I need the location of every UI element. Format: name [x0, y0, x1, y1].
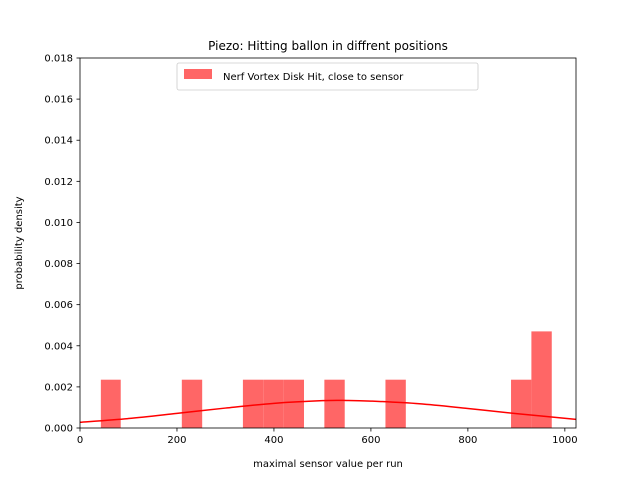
plot-frame — [79, 57, 577, 429]
histogram-bar-0 — [100, 379, 121, 428]
density-curve — [79, 399, 577, 423]
histogram-bar-4 — [283, 379, 304, 428]
x-tick-label: 200 — [167, 435, 186, 446]
legend-box — [176, 62, 479, 91]
histogram-bar-5 — [324, 379, 345, 428]
density-curve-layer — [79, 399, 577, 423]
y-tick-label: 0.000 — [44, 424, 73, 435]
histogram-bar-2 — [242, 379, 264, 428]
x-tick-label: 600 — [361, 435, 380, 446]
y-tick-label: 0.012 — [44, 177, 73, 188]
histogram-bars — [100, 331, 552, 428]
y-tick-label: 0.014 — [44, 136, 73, 147]
y-axis-label: probability density — [14, 196, 25, 289]
y-tick-label: 0.002 — [44, 382, 73, 393]
x-tick-label: 1000 — [552, 435, 577, 446]
y-tick-label: 0.008 — [44, 259, 73, 270]
y-axis-ticks: 0.000 0.002 0.004 0.006 0.008 0.010 0.012 0.014… — [44, 54, 80, 435]
x-tick-label: 0 — [77, 435, 83, 446]
x-tick-label: 400 — [264, 435, 283, 446]
histogram-bar-1 — [181, 379, 203, 428]
legend: Nerf Vortex Disk Hit, close to sensor — [176, 62, 479, 91]
x-axis-label: maximal sensor value per run — [253, 459, 403, 470]
x-tick-label: 800 — [458, 435, 477, 446]
legend-label: Nerf Vortex Disk Hit, close to sensor — [223, 72, 404, 83]
y-tick-label: 0.010 — [44, 218, 73, 229]
y-tick-label: 0.016 — [44, 95, 73, 106]
legend-swatch — [184, 69, 212, 79]
histogram-bar-6 — [385, 379, 406, 428]
histogram-bar-8 — [531, 331, 552, 428]
y-tick-label: 0.004 — [44, 341, 73, 352]
y-tick-label: 0.006 — [44, 300, 73, 311]
y-tick-label: 0.018 — [44, 54, 73, 65]
histogram-bar-7 — [511, 379, 532, 428]
x-axis-ticks: 0 200 400 600 800 1000 — [77, 428, 578, 446]
chart-title: Piezo: Hitting ballon in diffrent positi… — [208, 39, 448, 53]
